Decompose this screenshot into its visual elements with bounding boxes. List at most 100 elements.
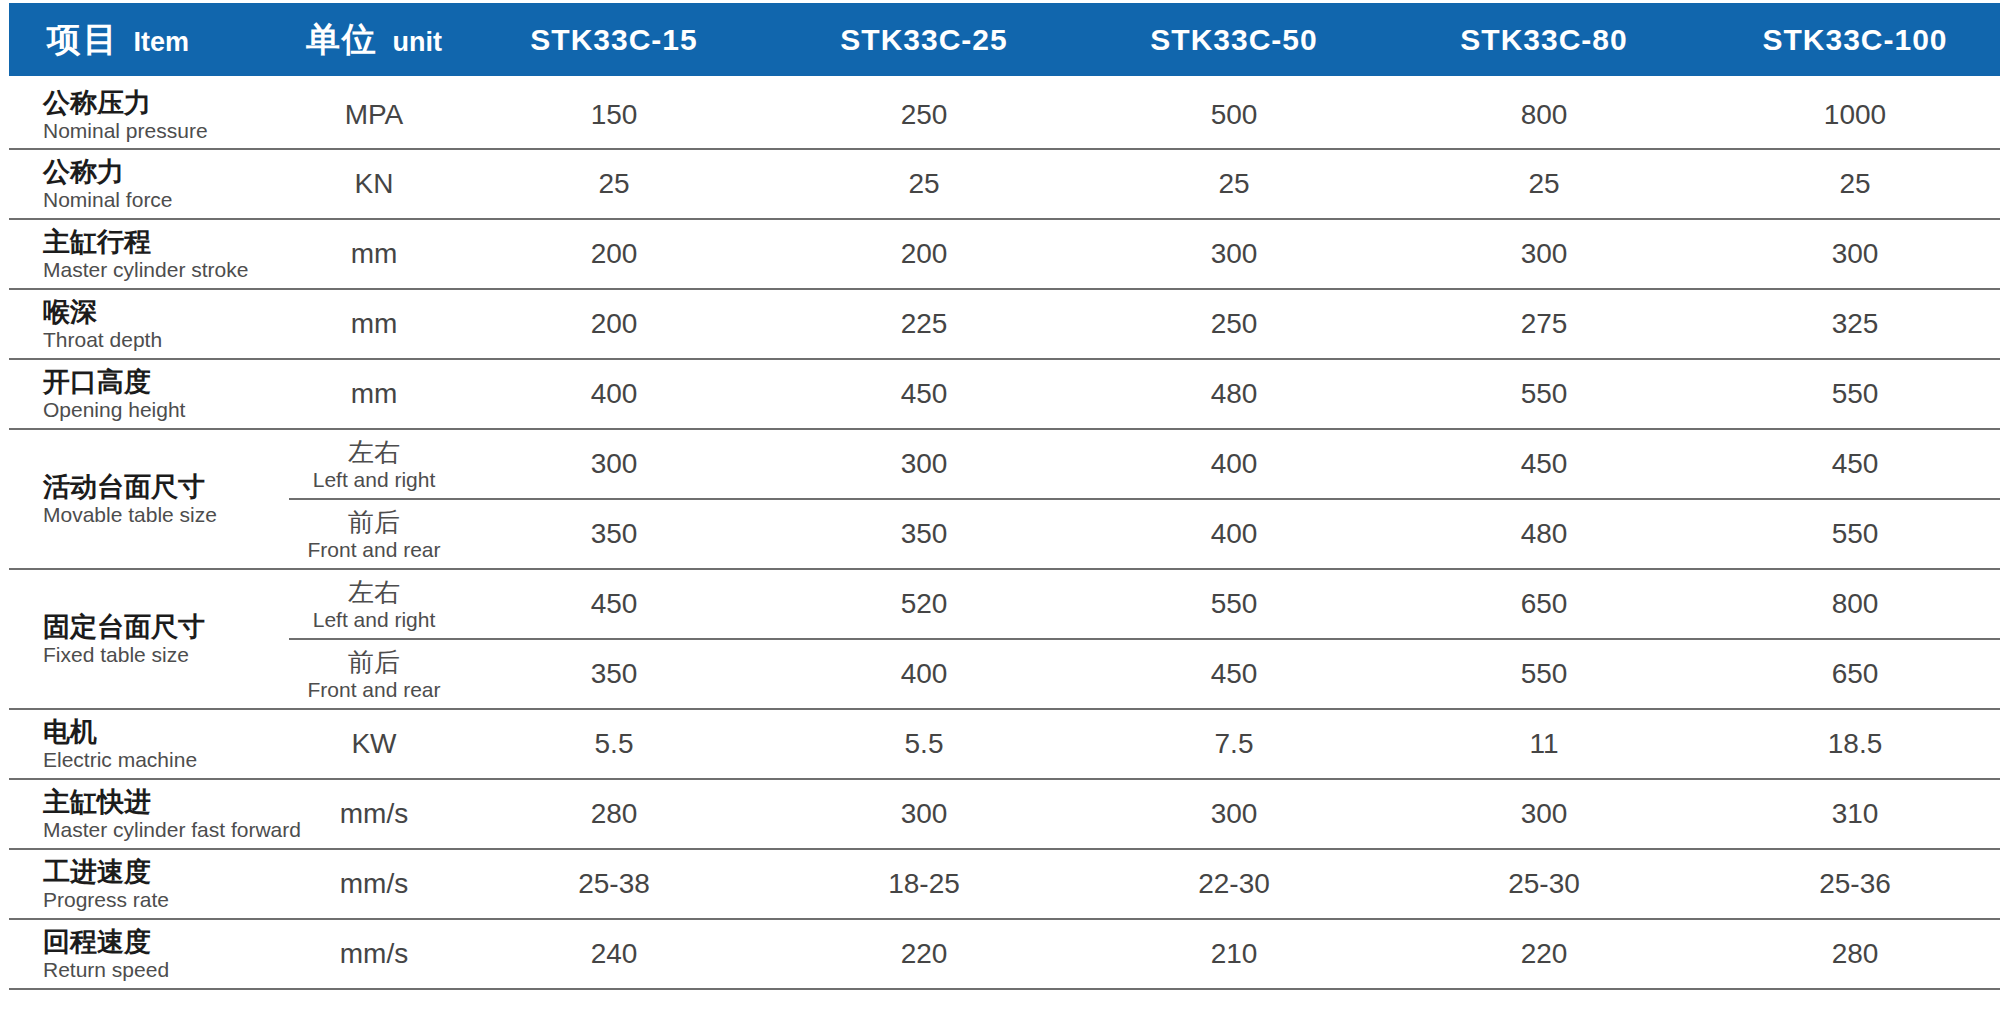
row-label-cn: 工进速度 xyxy=(43,856,289,888)
item-header-cn: 项目 xyxy=(47,20,119,58)
value-cell: 300 xyxy=(769,779,1079,849)
sub-label-cn: 左右 xyxy=(289,437,459,468)
sub-label-cn: 左右 xyxy=(289,577,459,608)
spec-row-progress-rate: 工进速度 Progress rate mm/s 25-38 18-25 22-3… xyxy=(9,849,2000,919)
row-label-en: Progress rate xyxy=(43,888,289,912)
unit-cell: MPA xyxy=(289,79,459,149)
spec-row-nominal-force: 公称力 Nominal force KN 25 25 25 25 25 xyxy=(9,149,2000,219)
value-cell: 210 xyxy=(1079,919,1389,989)
unit-cell: mm xyxy=(289,359,459,429)
spec-row-fixed-table-front-rear: 前后 Front and rear 350 400 450 550 650 xyxy=(9,639,2000,709)
value-cell: 280 xyxy=(1699,919,2000,989)
row-label-cn: 主缸快进 xyxy=(43,786,289,818)
spec-row-movable-table-front-rear: 前后 Front and rear 350 350 400 480 550 xyxy=(9,499,2000,569)
value-cell: 650 xyxy=(1389,569,1699,639)
value-cell: 400 xyxy=(769,639,1079,709)
row-label-en: Nominal force xyxy=(43,188,289,212)
value-cell: 400 xyxy=(1079,429,1389,499)
unit-header-cn: 单位 xyxy=(306,20,378,58)
unit-cell: KW xyxy=(289,709,459,779)
sub-label-cell: 左右 Left and right xyxy=(289,429,459,499)
value-cell: 650 xyxy=(1699,639,2000,709)
column-header-model-stk33c-50: STK33C-50 xyxy=(1079,3,1389,79)
value-cell: 300 xyxy=(1699,219,2000,289)
group-label-fixed-table-size: 固定台面尺寸 Fixed table size xyxy=(9,569,289,709)
unit-cell: mm xyxy=(289,219,459,289)
row-label-en: Master cylinder fast forward xyxy=(43,818,289,842)
sub-label-cell: 前后 Front and rear xyxy=(289,499,459,569)
unit-header-en: unit xyxy=(392,27,441,57)
value-cell: 450 xyxy=(1389,429,1699,499)
row-label-cn: 公称压力 xyxy=(43,87,289,119)
value-cell: 350 xyxy=(459,499,769,569)
row-label-cn: 主缸行程 xyxy=(43,226,289,258)
row-label-cn: 开口高度 xyxy=(43,366,289,398)
value-cell: 1000 xyxy=(1699,79,2000,149)
value-cell: 25 xyxy=(1389,149,1699,219)
row-label-en: Fixed table size xyxy=(43,643,289,667)
unit-cell: mm/s xyxy=(289,779,459,849)
spec-table: 项目 Item 单位 unit STK33C-15 STK33C-25 STK3… xyxy=(9,3,2000,990)
value-cell: 25 xyxy=(459,149,769,219)
value-cell: 400 xyxy=(1079,499,1389,569)
sub-label-cn: 前后 xyxy=(289,507,459,538)
value-cell: 800 xyxy=(1699,569,2000,639)
value-cell: 18.5 xyxy=(1699,709,2000,779)
spec-sheet-page: 项目 Item 单位 unit STK33C-15 STK33C-25 STK3… xyxy=(0,0,2000,990)
unit-cell: mm/s xyxy=(289,849,459,919)
sub-label-cell: 左右 Left and right xyxy=(289,569,459,639)
value-cell: 200 xyxy=(459,289,769,359)
column-header-unit: 单位 unit xyxy=(289,3,459,79)
row-label-cn: 电机 xyxy=(43,716,289,748)
value-cell: 550 xyxy=(1079,569,1389,639)
row-label-en: Opening height xyxy=(43,398,289,422)
value-cell: 22-30 xyxy=(1079,849,1389,919)
column-header-model-stk33c-15: STK33C-15 xyxy=(459,3,769,79)
value-cell: 550 xyxy=(1389,359,1699,429)
value-cell: 200 xyxy=(459,219,769,289)
value-cell: 225 xyxy=(769,289,1079,359)
value-cell: 200 xyxy=(769,219,1079,289)
value-cell: 520 xyxy=(769,569,1079,639)
value-cell: 25-30 xyxy=(1389,849,1699,919)
value-cell: 220 xyxy=(1389,919,1699,989)
value-cell: 325 xyxy=(1699,289,2000,359)
value-cell: 450 xyxy=(769,359,1079,429)
value-cell: 350 xyxy=(459,639,769,709)
column-header-model-stk33c-25: STK33C-25 xyxy=(769,3,1079,79)
row-label-cn: 喉深 xyxy=(43,296,289,328)
value-cell: 250 xyxy=(1079,289,1389,359)
value-cell: 480 xyxy=(1079,359,1389,429)
value-cell: 240 xyxy=(459,919,769,989)
value-cell: 5.5 xyxy=(459,709,769,779)
column-header-model-stk33c-100: STK33C-100 xyxy=(1699,3,2000,79)
value-cell: 220 xyxy=(769,919,1079,989)
row-label: 工进速度 Progress rate xyxy=(9,849,289,919)
spec-row-opening-height: 开口高度 Opening height mm 400 450 480 550 5… xyxy=(9,359,2000,429)
value-cell: 550 xyxy=(1389,639,1699,709)
value-cell: 800 xyxy=(1389,79,1699,149)
value-cell: 275 xyxy=(1389,289,1699,359)
value-cell: 480 xyxy=(1389,499,1699,569)
value-cell: 300 xyxy=(459,429,769,499)
sub-label-cn: 前后 xyxy=(289,647,459,678)
row-label-cn: 活动台面尺寸 xyxy=(43,471,289,503)
value-cell: 300 xyxy=(1389,219,1699,289)
row-label-cn: 公称力 xyxy=(43,156,289,188)
value-cell: 25 xyxy=(769,149,1079,219)
value-cell: 25 xyxy=(1079,149,1389,219)
value-cell: 450 xyxy=(459,569,769,639)
value-cell: 300 xyxy=(1389,779,1699,849)
row-label: 喉深 Throat depth xyxy=(9,289,289,359)
unit-cell: KN xyxy=(289,149,459,219)
spec-row-nominal-pressure: 公称压力 Nominal pressure MPA 150 250 500 80… xyxy=(9,79,2000,149)
value-cell: 5.5 xyxy=(769,709,1079,779)
column-header-item: 项目 Item xyxy=(9,3,289,79)
row-label-cn: 回程速度 xyxy=(43,926,289,958)
sub-label-en: Front and rear xyxy=(289,678,459,701)
sub-label-en: Left and right xyxy=(289,608,459,631)
sub-label-en: Left and right xyxy=(289,468,459,491)
row-label-en: Nominal pressure xyxy=(43,119,289,143)
spec-row-master-cylinder-stroke: 主缸行程 Master cylinder stroke mm 200 200 3… xyxy=(9,219,2000,289)
value-cell: 550 xyxy=(1699,359,2000,429)
